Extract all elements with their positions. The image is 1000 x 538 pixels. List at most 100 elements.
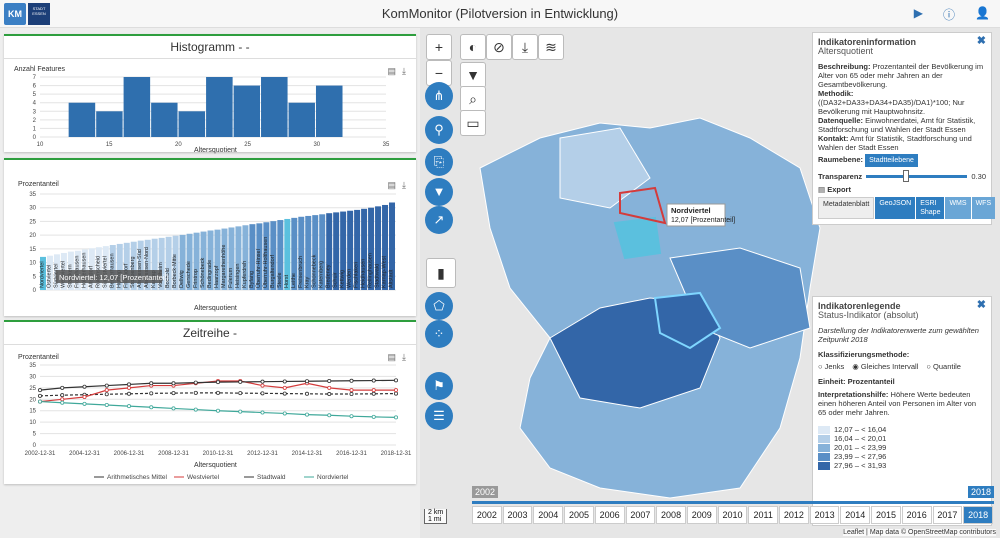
year-2002[interactable]: 2002 (472, 506, 502, 524)
year-2016[interactable]: 2016 (901, 506, 932, 524)
download-icon[interactable]: ⤓ (402, 352, 406, 362)
layers-icon[interactable]: ≋ (538, 34, 564, 60)
sitemap-icon[interactable]: ⋔ (425, 82, 453, 110)
barchart-card: ▤ ⤓ Prozentanteil Altersquotient 0 5 10 15 20… (4, 158, 416, 316)
histogram-bar (68, 102, 96, 137)
year-2018[interactable]: 2018 (963, 506, 993, 524)
district-stadtwald[interactable] (653, 291, 722, 350)
year-2014[interactable]: 2014 (840, 506, 871, 524)
map-attribution[interactable]: Leaflet | Map data © OpenStreetMap contr… (843, 529, 996, 536)
year-2005[interactable]: 2005 (564, 506, 594, 524)
scatter-chart-icon[interactable]: ⁘ (425, 320, 453, 348)
y-tick-label: 25 (29, 386, 36, 392)
info-icon[interactable]: ⓘ (943, 8, 956, 22)
series-point (127, 385, 132, 390)
series-point (371, 378, 376, 383)
bar-tooltip-bg (56, 270, 162, 283)
sliders-icon[interactable]: ☰ (425, 402, 453, 430)
y-tick-label: 0 (33, 443, 37, 449)
globe-icon[interactable]: ◐ (460, 34, 486, 60)
y-tick-label: 15 (29, 247, 36, 253)
year-2008[interactable]: 2008 (656, 506, 686, 524)
metadatenblatt-button[interactable]: Metadatenblatt (818, 197, 875, 219)
district-nordviertel[interactable] (613, 216, 662, 260)
location-pin-icon[interactable]: ⚲ (425, 116, 453, 144)
bar (263, 222, 270, 290)
legend-class-label: 16,04 – < 20,01 (834, 434, 887, 444)
wms-button[interactable]: WMS (945, 197, 971, 219)
raumebene-select[interactable]: Stadtteilebene (865, 154, 918, 167)
filter-icon[interactable]: ▼ (460, 62, 486, 88)
radio-jenks[interactable]: ○ Jenks (818, 362, 845, 371)
series-point (38, 399, 43, 404)
year-2003[interactable]: 2003 (502, 506, 533, 524)
radio-gleiches-intervall[interactable]: ◉ Gleiches Intervall (852, 362, 919, 371)
radar-chart-icon[interactable]: ⬠ (425, 292, 453, 320)
zoom-in-button[interactable]: + (426, 34, 452, 60)
document-icon[interactable]: ▤ (387, 180, 397, 190)
year-2006[interactable]: 2006 (594, 506, 625, 524)
year-2010[interactable]: 2010 (717, 506, 748, 524)
wfs-button[interactable]: WFS (971, 197, 996, 219)
download-icon[interactable]: ⤓ (402, 66, 406, 76)
bar (368, 207, 375, 290)
year-selector[interactable]: 2002 2003 2004 2005 2006 2007 2008 2009 2010 2011… (472, 506, 994, 524)
close-icon[interactable]: ✖ (976, 299, 986, 311)
document-icon[interactable]: ▤ (387, 66, 397, 76)
reachability-icon[interactable]: ⚑ (425, 372, 453, 400)
search-icon[interactable]: ⌕ (460, 86, 486, 112)
radio-quantile[interactable]: ○ Quantile (926, 362, 961, 371)
bar (144, 239, 151, 290)
bar-category-label: Byfang (249, 271, 255, 288)
close-icon[interactable]: ✖ (976, 35, 986, 47)
series-point (371, 391, 376, 396)
esri-shape-button[interactable]: ESRI Shape (916, 197, 945, 219)
year-2013[interactable]: 2013 (809, 506, 840, 524)
zoom-out-button[interactable]: − (426, 60, 452, 86)
series-point (260, 383, 265, 388)
legend-title: Indikatorenlegende (818, 301, 901, 311)
bar (109, 245, 116, 290)
bar (382, 204, 389, 290)
year-2017[interactable]: 2017 (932, 506, 963, 524)
block-icon[interactable]: ⊘ (486, 34, 512, 60)
bar-category-label: Karnap-West (382, 256, 388, 288)
bar (158, 237, 165, 290)
year-2004[interactable]: 2004 (533, 506, 564, 524)
geojson-button[interactable]: GeoJSON (875, 197, 916, 219)
series-point (104, 383, 109, 388)
bar-category-label: Rellinghausen (368, 253, 374, 288)
interpretationshilfe-label: Interpretationshilfe: (818, 390, 889, 399)
year-2011[interactable]: 2011 (748, 506, 779, 524)
download-icon[interactable]: ⤓ (402, 180, 406, 190)
district-north[interactable] (559, 127, 651, 209)
year-2009[interactable]: 2009 (686, 506, 717, 524)
download-icon[interactable]: ⤓ (512, 34, 538, 60)
bar (284, 218, 291, 290)
year-end-label: 2018 (967, 486, 994, 498)
series-point (393, 388, 398, 393)
bar-chart-icon[interactable]: ▮ (426, 258, 456, 288)
y-tick-label: 0 (33, 288, 37, 294)
file-import-icon[interactable]: ⎘ (425, 148, 453, 176)
timeline-slider[interactable] (472, 501, 994, 504)
user-settings-icon[interactable]: 👤 (975, 6, 990, 20)
year-2015[interactable]: 2015 (871, 506, 901, 524)
transparency-slider[interactable] (866, 170, 968, 182)
y-tick-label: 5 (33, 92, 37, 98)
year-2012[interactable]: 2012 (779, 506, 809, 524)
measure-icon[interactable]: ▭ (460, 110, 486, 136)
series-point (304, 412, 309, 417)
app-title: KomMonitor (Pilotversion in Entwicklung) (381, 6, 619, 21)
play-icon[interactable]: ▶ (913, 6, 924, 20)
document-icon[interactable]: ▤ (387, 352, 397, 362)
year-2007[interactable]: 2007 (625, 506, 656, 524)
district-westviertel[interactable] (619, 186, 667, 225)
series-point (171, 391, 176, 396)
datenquelle-label: Datenquelle: (818, 116, 864, 125)
filter-round-icon[interactable]: ▼ (425, 178, 453, 206)
map-view[interactable]: Nordviertel 12,07 [Prozentanteil] + − ◐ … (420, 28, 1000, 538)
trend-chart-icon[interactable]: ↗ (425, 206, 453, 234)
y-tick-label: 5 (33, 432, 37, 438)
slider-handle[interactable] (902, 170, 909, 182)
